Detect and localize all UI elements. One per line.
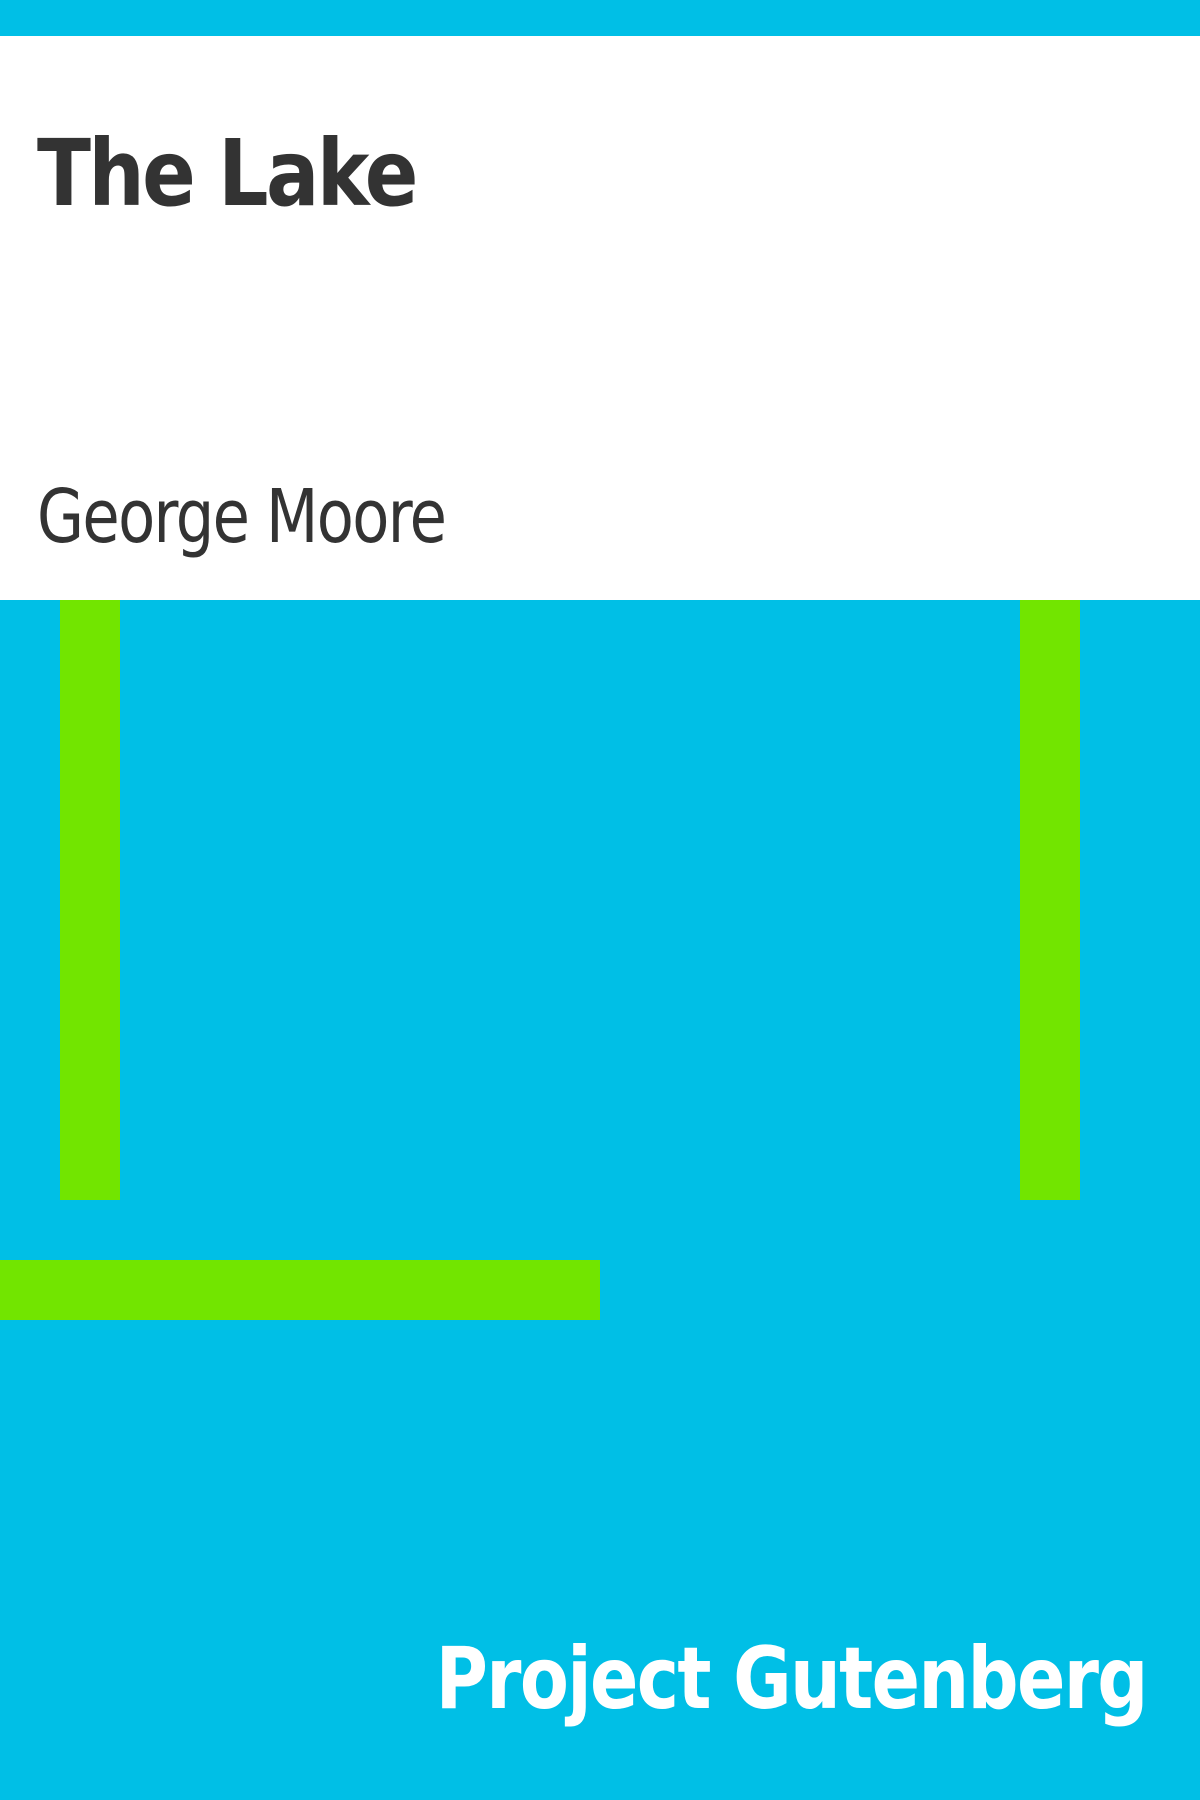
book-author: George Moore xyxy=(37,474,447,560)
book-title: The Lake xyxy=(37,120,418,227)
decorative-bar-left xyxy=(60,600,120,1200)
title-panel: The Lake George Moore xyxy=(0,36,1200,600)
publisher-name: Project Gutenberg xyxy=(435,1629,1149,1729)
decorative-bar-right xyxy=(1020,600,1080,1200)
decorative-bar-horizontal xyxy=(0,1260,600,1320)
